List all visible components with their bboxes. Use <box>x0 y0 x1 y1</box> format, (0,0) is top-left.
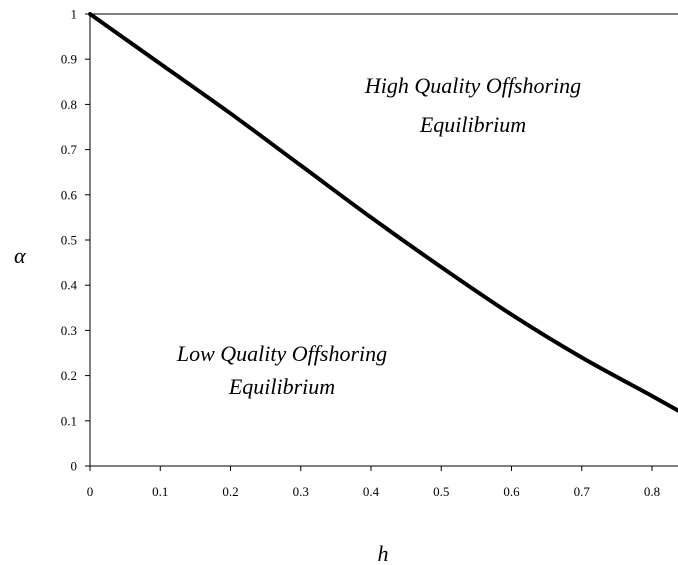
y-tick-label: 0.7 <box>61 142 78 157</box>
y-tick-label: 0.2 <box>61 368 77 383</box>
x-tick-label: 0.6 <box>503 484 520 499</box>
y-tick-label: 1 <box>71 7 78 22</box>
y-tick-label: 0.3 <box>61 323 77 338</box>
boundary-curve <box>88 12 678 413</box>
y-axis: 0 0.1 0.2 0.3 0.4 0.5 0.6 0.7 0.8 0.9 1 <box>61 7 90 474</box>
x-tick-label: 0.2 <box>222 484 238 499</box>
x-tick-label: 0.5 <box>433 484 449 499</box>
x-axis-label: h <box>378 541 389 565</box>
x-tick-label: 0.1 <box>152 484 168 499</box>
x-tick-label: 0.4 <box>363 484 380 499</box>
y-tick-label: 0.8 <box>61 97 77 112</box>
low-quality-region-label-line2: Equilibrium <box>228 374 335 399</box>
high-quality-region-label-line2: Equilibrium <box>419 112 526 137</box>
y-tick-label: 0.1 <box>61 413 77 428</box>
series-layer <box>88 12 678 413</box>
x-tick-label: 0.8 <box>644 484 660 499</box>
y-tick-label: 0.9 <box>61 52 77 67</box>
y-tick-label: 0 <box>71 459 78 474</box>
y-axis-label: α <box>14 243 26 268</box>
high-quality-region-label-line1: High Quality Offshoring <box>364 73 581 98</box>
low-quality-region-label-line1: Low Quality Offshoring <box>176 341 387 366</box>
y-tick-label: 0.4 <box>61 278 78 293</box>
y-tick-label: 0.5 <box>61 233 77 248</box>
x-tick-label: 0.3 <box>293 484 309 499</box>
y-tick-label: 0.6 <box>61 187 78 202</box>
x-axis: 0 0.1 0.2 0.3 0.4 0.5 0.6 0.7 0.8 <box>87 466 660 499</box>
x-tick-label: 0.7 <box>574 484 591 499</box>
x-tick-label: 0 <box>87 484 94 499</box>
